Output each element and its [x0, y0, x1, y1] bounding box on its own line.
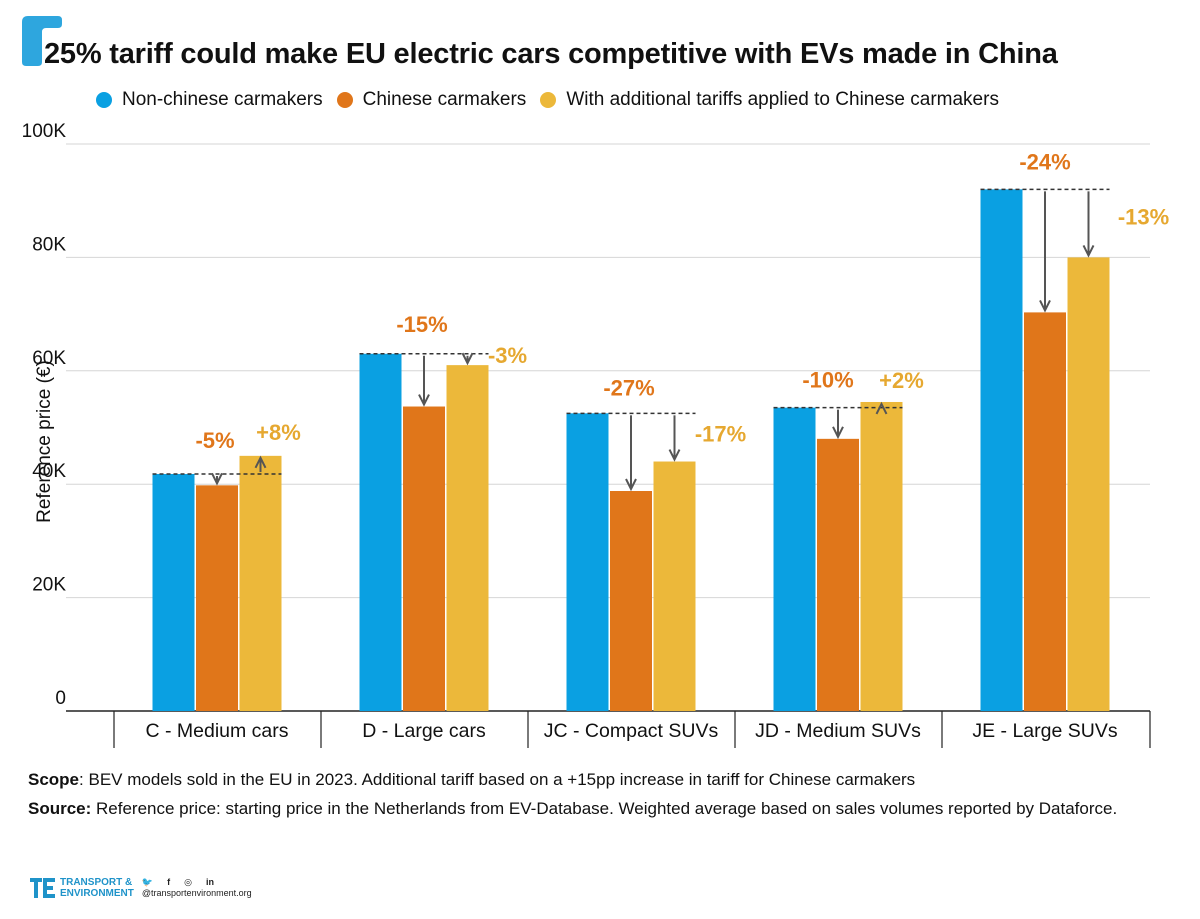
legend-item-chinese: Chinese carmakers	[336, 89, 527, 111]
footnote-source-text: Reference price: starting price in the N…	[91, 799, 1118, 818]
x-tick-label: D - Large cars	[362, 720, 486, 742]
annotation-tariff: -17%	[695, 422, 746, 447]
brand-social: 🐦 f ◎ in @transportenvironment.org	[142, 877, 252, 899]
x-tick-label: C - Medium cars	[145, 720, 288, 742]
y-tick-label: 0	[55, 688, 66, 709]
annotation-tariff: -13%	[1118, 204, 1169, 229]
brand-name-line2: ENVIRONMENT	[60, 888, 134, 899]
y-tick-label: 60K	[32, 348, 66, 369]
annotation-chinese: -24%	[1019, 149, 1070, 174]
brand-name: TRANSPORT & ENVIRONMENT	[60, 877, 134, 899]
bar-tariff	[653, 461, 696, 711]
legend-swatch-chinese	[336, 92, 353, 108]
y-tick-label: 20K	[32, 575, 66, 596]
x-tick-label: JE - Large SUVs	[972, 720, 1117, 742]
bar-tariff	[860, 401, 903, 711]
annotation-chinese: -15%	[396, 312, 447, 337]
bar-non-chinese	[566, 413, 609, 711]
arrow-tariff-head	[461, 352, 474, 366]
arrow-chinese-head	[211, 472, 223, 486]
arrow-chinese-head	[832, 426, 844, 440]
annotation-tariff: +8%	[256, 420, 301, 445]
annotation-tariff: -3%	[488, 343, 527, 368]
x-tick-label: JD - Medium SUVs	[755, 720, 921, 742]
twitter-icon[interactable]: 🐦	[141, 877, 154, 887]
arrow-tariff-head	[1082, 244, 1095, 258]
footnote-source-key: Source:	[28, 799, 92, 818]
bar-chinese	[817, 438, 859, 711]
annotation-tariff: +2%	[879, 368, 924, 393]
y-tick-label: 100K	[22, 121, 67, 142]
linkedin-icon[interactable]: in	[205, 877, 214, 887]
instagram-icon[interactable]: ◎	[184, 877, 192, 887]
legend-label-non-chinese: Non-chinese carmakers	[122, 89, 323, 110]
y-tick-label: 80K	[32, 234, 66, 255]
y-axis-label: Reference price (€)	[34, 360, 55, 523]
bar-chinese	[196, 485, 238, 711]
footnote-scope-text: : BEV models sold in the EU in 2023. Add…	[79, 770, 916, 789]
bar-non-chinese	[773, 407, 816, 711]
annotation-chinese: -10%	[802, 368, 853, 393]
brand-logo-icon	[30, 878, 55, 898]
bar-non-chinese	[359, 353, 402, 711]
brand-corner-mark	[22, 16, 62, 66]
brand-handle: @transportenvironment.org	[141, 888, 252, 898]
bar-tariff	[1067, 257, 1110, 711]
footnote-scope-key: Scope	[28, 770, 80, 789]
facebook-icon[interactable]: f	[167, 877, 171, 887]
legend-swatch-tariff	[540, 92, 557, 108]
bar-chart: 0 20K 40K 60K 80K 100K Reference price (€) C - …	[22, 121, 1169, 748]
legend-swatch-non-chinese	[96, 92, 112, 108]
arrow-chinese-head	[1039, 299, 1051, 313]
legend-item-tariff: With additional tariffs applied to Chine…	[540, 89, 999, 111]
bar-non-chinese	[980, 189, 1023, 712]
bar-chinese	[610, 491, 652, 711]
legend-label-chinese: Chinese carmakers	[362, 89, 527, 110]
arrow-chinese-head	[418, 394, 430, 407]
social-icons: 🐦 f ◎ in	[142, 877, 252, 888]
arrow-chinese-head	[625, 478, 637, 492]
footnote-source: Source: Reference price: starting price …	[28, 795, 1168, 823]
bar-chinese	[403, 406, 445, 711]
y-tick-label: 40K	[32, 461, 66, 482]
footnote-scope: Scope: BEV models sold in the EU in 2023…	[28, 766, 1168, 794]
bar-non-chinese	[152, 473, 195, 711]
x-tick-label: JC - Compact SUVs	[544, 720, 719, 742]
chart-title: 25% tariff could make EU electric cars c…	[44, 38, 1058, 70]
arrow-tariff-head	[875, 401, 888, 415]
arrow-tariff-head	[254, 455, 267, 469]
annotation-chinese: -27%	[603, 375, 654, 400]
legend: Non-chinese carmakers Chinese carmakers …	[96, 89, 1013, 111]
brand-name-line1: TRANSPORT &	[60, 877, 133, 888]
annotation-chinese: -5%	[195, 428, 234, 453]
bar-tariff	[239, 455, 282, 711]
legend-label-tariff: With additional tariffs applied to Chine…	[566, 89, 999, 110]
bar-tariff	[446, 365, 489, 711]
arrow-tariff-head	[668, 449, 681, 462]
bar-chinese	[1024, 312, 1066, 711]
legend-item-non-chinese: Non-chinese carmakers	[96, 89, 323, 111]
brand-footer: TRANSPORT & ENVIRONMENT 🐦 f ◎ in @transp…	[30, 876, 252, 900]
